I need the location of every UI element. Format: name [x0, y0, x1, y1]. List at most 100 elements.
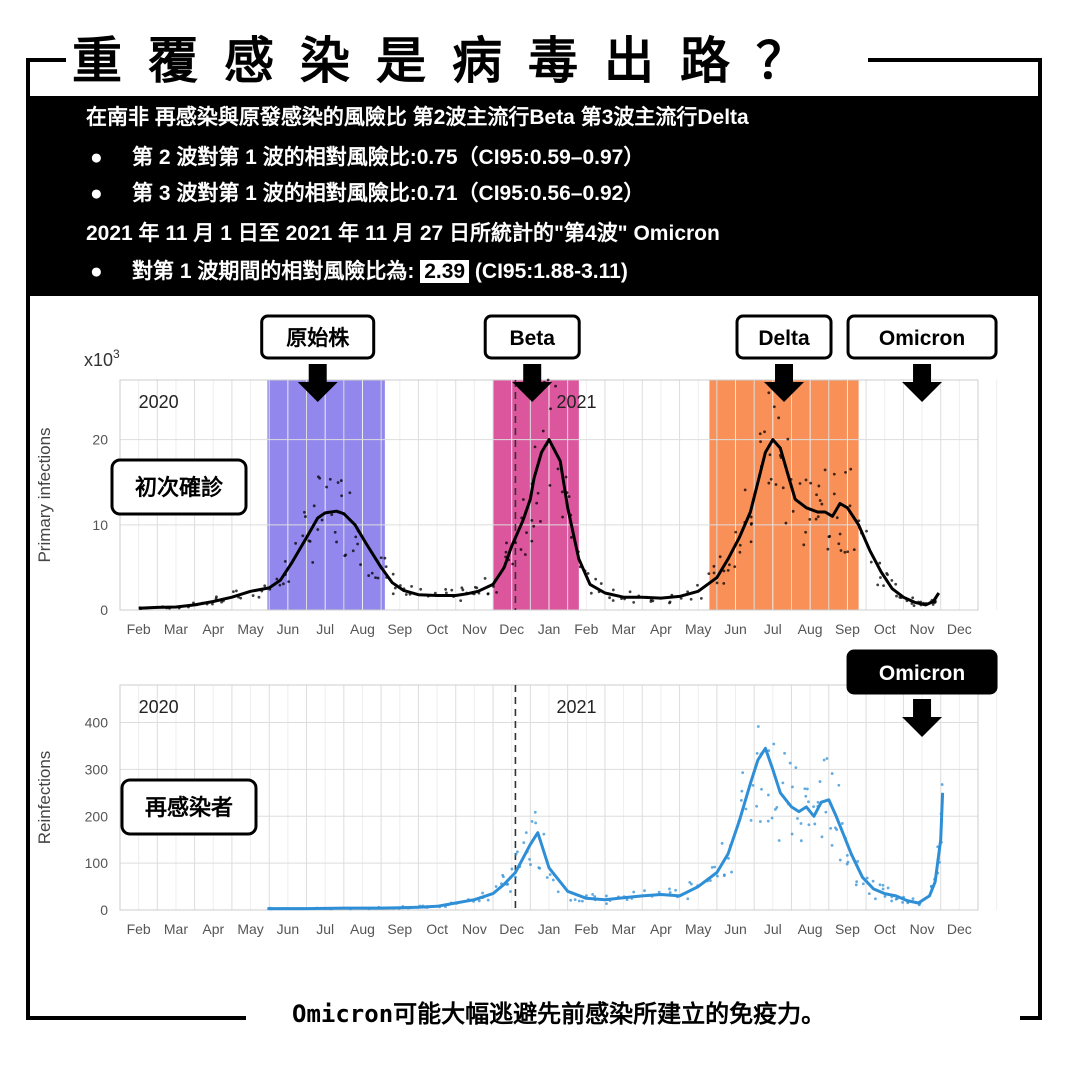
data-dot	[532, 524, 536, 528]
x-tick-label: Dec	[947, 621, 972, 637]
bullet-wave3: ●	[90, 182, 103, 205]
data-dot	[739, 799, 743, 802]
data-dot	[799, 822, 803, 825]
data-dot	[330, 513, 334, 517]
data-dot	[534, 821, 538, 825]
x-tick-label: May	[685, 621, 711, 637]
data-dot	[760, 787, 763, 791]
data-dot	[530, 539, 534, 543]
data-dot	[376, 576, 380, 580]
y-tick-label: 400	[85, 715, 109, 731]
x-tick-label: Feb	[574, 621, 598, 637]
data-dot	[849, 467, 853, 471]
frame-left	[26, 58, 30, 1020]
data-dot	[391, 572, 395, 576]
x-tick-label: May	[237, 921, 263, 937]
data-dot	[825, 757, 829, 760]
y-tick-label: 0	[100, 602, 108, 618]
y-axis-label: Primary infections	[35, 427, 54, 562]
data-dot	[632, 890, 636, 894]
data-dot	[767, 391, 771, 395]
x-tick-label: Apr	[202, 621, 224, 637]
data-dot	[749, 515, 753, 519]
side-label: 再感染者	[120, 778, 258, 836]
x-tick-label: Apr	[650, 921, 672, 937]
data-dot	[316, 528, 320, 531]
data-dot	[818, 499, 822, 502]
data-dot	[444, 591, 448, 595]
data-dot	[716, 874, 719, 878]
data-dot	[580, 899, 584, 903]
x-tick-label: Aug	[798, 921, 823, 937]
x-tick-label: Jun	[277, 921, 300, 937]
data-dot	[830, 844, 834, 847]
data-dot	[328, 477, 332, 481]
x-tick-label: Mar	[612, 921, 636, 937]
data-dot	[674, 888, 677, 892]
x-tick-label: Sep	[387, 621, 412, 637]
data-dot	[855, 880, 859, 884]
data-dot	[599, 582, 603, 585]
data-dot	[307, 539, 311, 543]
data-dot	[756, 725, 760, 728]
data-dot	[796, 817, 799, 820]
callout-box	[483, 314, 581, 360]
data-dot	[869, 560, 873, 564]
x-tick-label: Jan	[538, 921, 561, 937]
info-box: 在南非 再感染與原發感染的風險比 第2波主流行Beta 第3波主流行Delta …	[28, 96, 1040, 296]
x-tick-label: Feb	[127, 621, 151, 637]
data-dot	[815, 493, 818, 497]
data-dot	[509, 890, 512, 893]
data-dot	[539, 520, 542, 523]
data-dot	[846, 550, 849, 554]
data-dot	[838, 858, 842, 862]
data-dot	[865, 876, 869, 880]
data-dot	[808, 517, 812, 521]
x-tick-label: Mar	[164, 921, 188, 937]
callout-label: Omicron	[879, 327, 965, 350]
data-dot	[722, 581, 726, 585]
callout-2: Beta	[483, 314, 581, 402]
footer-rest: 可能大幅逃避先前感染所建立的免疫力。	[393, 1000, 826, 1028]
callout-box	[735, 314, 833, 360]
data-dot	[783, 751, 786, 755]
data-dot	[820, 502, 824, 506]
side-label-box	[120, 778, 258, 836]
data-dot	[763, 430, 766, 434]
data-dot	[343, 554, 347, 558]
data-dot	[419, 587, 423, 591]
data-dot	[854, 883, 858, 887]
info-wave4-prefix: 對第 1 波期間的相對風險比為:	[132, 260, 415, 283]
data-dot	[881, 883, 885, 887]
data-dot	[521, 498, 525, 501]
data-dot	[391, 592, 395, 596]
data-dot	[611, 588, 615, 592]
data-dot	[339, 479, 343, 482]
data-dot	[461, 588, 465, 592]
x-tick-label: Oct	[874, 621, 896, 637]
data-dot	[699, 596, 703, 600]
y-tick-label: 200	[85, 808, 109, 824]
data-dot	[826, 547, 830, 551]
data-dot	[846, 860, 850, 864]
data-dot	[514, 852, 518, 856]
data-dot	[803, 787, 807, 791]
x-tick-label: Dec	[947, 921, 972, 937]
data-dot	[561, 515, 564, 519]
data-dot	[839, 549, 843, 552]
data-dot	[727, 856, 730, 860]
data-dot	[718, 555, 722, 559]
data-dot	[749, 522, 753, 526]
data-dot	[844, 471, 847, 474]
data-dot	[567, 495, 571, 498]
callout-arrow	[764, 364, 805, 402]
data-dot	[832, 492, 836, 496]
x-tick-label: Nov	[910, 921, 935, 937]
data-dot	[712, 571, 716, 575]
x-tick-label: Dec	[499, 921, 524, 937]
x-tick-label: Jul	[764, 921, 782, 937]
callout-label: Beta	[509, 327, 555, 350]
data-dot	[713, 865, 717, 869]
data-dot	[281, 582, 285, 586]
y-tick-label: 0	[100, 902, 108, 918]
